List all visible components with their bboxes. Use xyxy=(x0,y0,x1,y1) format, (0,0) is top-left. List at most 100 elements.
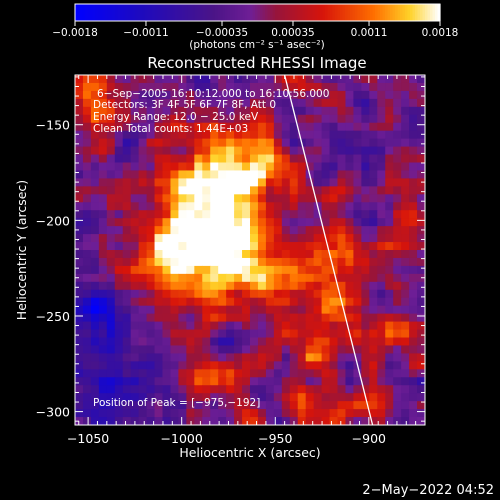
colorbar-cell xyxy=(110,4,114,21)
heatmap-cell xyxy=(186,289,195,299)
heatmap-cell xyxy=(369,130,378,140)
heatmap-cell xyxy=(417,170,426,179)
heatmap-cell xyxy=(393,281,402,291)
heatmap-cell xyxy=(90,242,100,251)
heatmap-cell xyxy=(273,122,283,132)
heatmap-cell xyxy=(106,377,116,386)
heatmap-cell xyxy=(329,90,338,100)
heatmap-cell xyxy=(385,361,394,370)
heatmap-cell xyxy=(75,401,84,410)
heatmap-cell xyxy=(353,401,362,410)
heatmap-cell xyxy=(178,218,187,227)
heatmap-cell xyxy=(242,369,251,378)
heatmap-cell xyxy=(369,297,378,307)
heatmap-cell xyxy=(281,162,291,171)
heatmap-cell xyxy=(289,393,299,402)
heatmap-cell xyxy=(218,361,227,370)
heatmap-cell xyxy=(409,75,418,84)
heatmap-cell xyxy=(210,321,219,331)
heatmap-cell xyxy=(305,417,315,426)
heatmap-cell xyxy=(401,329,410,338)
heatmap-cell xyxy=(154,218,163,227)
heatmap-cell xyxy=(186,337,195,346)
heatmap-cell xyxy=(178,321,187,331)
heatmap-cell xyxy=(218,75,227,84)
heatmap-cell xyxy=(313,106,323,116)
heatmap-cell xyxy=(234,369,243,378)
heatmap-cell xyxy=(369,321,378,331)
heatmap-cell xyxy=(170,353,179,362)
heatmap-cell xyxy=(273,106,283,116)
heatmap-cell xyxy=(401,202,410,211)
heatmap-cell xyxy=(186,106,195,116)
colorbar-cell xyxy=(130,4,134,21)
heatmap-cell xyxy=(409,313,418,323)
heatmap-cell xyxy=(106,329,116,338)
heatmap-cell xyxy=(146,210,156,219)
heatmap-cell xyxy=(82,186,92,195)
heatmap-cell xyxy=(321,401,331,410)
heatmap-cell xyxy=(305,106,315,116)
heatmap-cell xyxy=(321,218,331,227)
heatmap-cell xyxy=(417,138,426,148)
heatmap-cell xyxy=(281,417,291,426)
heatmap-cell xyxy=(98,122,108,132)
heatmap-cell xyxy=(138,186,148,195)
heatmap-cell xyxy=(234,146,243,156)
colorbar-cell xyxy=(277,4,281,21)
heatmap-cell xyxy=(186,281,195,291)
heatmap-cell xyxy=(305,409,315,418)
heatmap-cell xyxy=(242,273,251,283)
heatmap-cell xyxy=(210,170,219,179)
heatmap-cell xyxy=(178,210,187,219)
heatmap-cell xyxy=(202,122,211,132)
heatmap-cell xyxy=(250,273,259,283)
heatmap-cell xyxy=(234,90,243,100)
heatmap-cell xyxy=(345,154,354,163)
heatmap-cell xyxy=(170,417,179,426)
heatmap-cell xyxy=(385,146,394,156)
colorbar-cell xyxy=(182,4,186,21)
x-tick-label: −900 xyxy=(352,431,386,446)
colorbar-cell xyxy=(385,4,389,21)
heatmap-cell xyxy=(297,154,307,163)
heatmap-cell xyxy=(138,345,148,354)
heatmap-cell xyxy=(385,369,394,378)
heatmap-cell xyxy=(345,313,354,323)
colorbar-cell xyxy=(292,4,296,21)
heatmap-cell xyxy=(210,353,219,362)
heatmap-cell xyxy=(234,329,243,338)
heatmap-cell xyxy=(194,377,203,386)
heatmap-cell xyxy=(385,226,394,235)
heatmap-cell xyxy=(98,234,108,243)
heatmap-cell xyxy=(114,393,124,402)
colorbar-cell xyxy=(337,4,341,21)
heatmap-cell xyxy=(297,401,307,410)
colorbar-cell xyxy=(405,4,409,21)
heatmap-cell xyxy=(98,170,108,179)
heatmap-cell xyxy=(154,377,163,386)
heatmap-cell xyxy=(218,273,227,283)
heatmap-cell xyxy=(138,361,148,370)
heatmap-cell xyxy=(401,98,410,108)
heatmap-cell xyxy=(305,202,315,211)
heatmap-cell xyxy=(234,170,243,179)
heatmap-cell xyxy=(130,313,140,323)
heatmap-cell xyxy=(273,154,283,163)
heatmap-cell xyxy=(353,146,362,156)
heatmap-cell xyxy=(417,265,426,275)
heatmap-cell xyxy=(178,242,187,251)
heatmap-cell xyxy=(202,305,211,315)
heatmap-cell xyxy=(114,178,124,187)
heatmap-cell xyxy=(98,409,108,418)
heatmap-cell xyxy=(154,226,163,235)
heatmap-cell xyxy=(361,170,370,179)
heatmap-cell xyxy=(337,162,346,171)
heatmap-cell xyxy=(345,170,354,179)
colorbar-cell xyxy=(145,4,149,21)
heatmap-cell xyxy=(305,281,315,291)
heatmap-cell xyxy=(138,146,148,156)
heatmap-cell xyxy=(138,393,148,402)
colorbar-cell xyxy=(132,4,136,21)
heatmap-cell xyxy=(170,234,179,243)
